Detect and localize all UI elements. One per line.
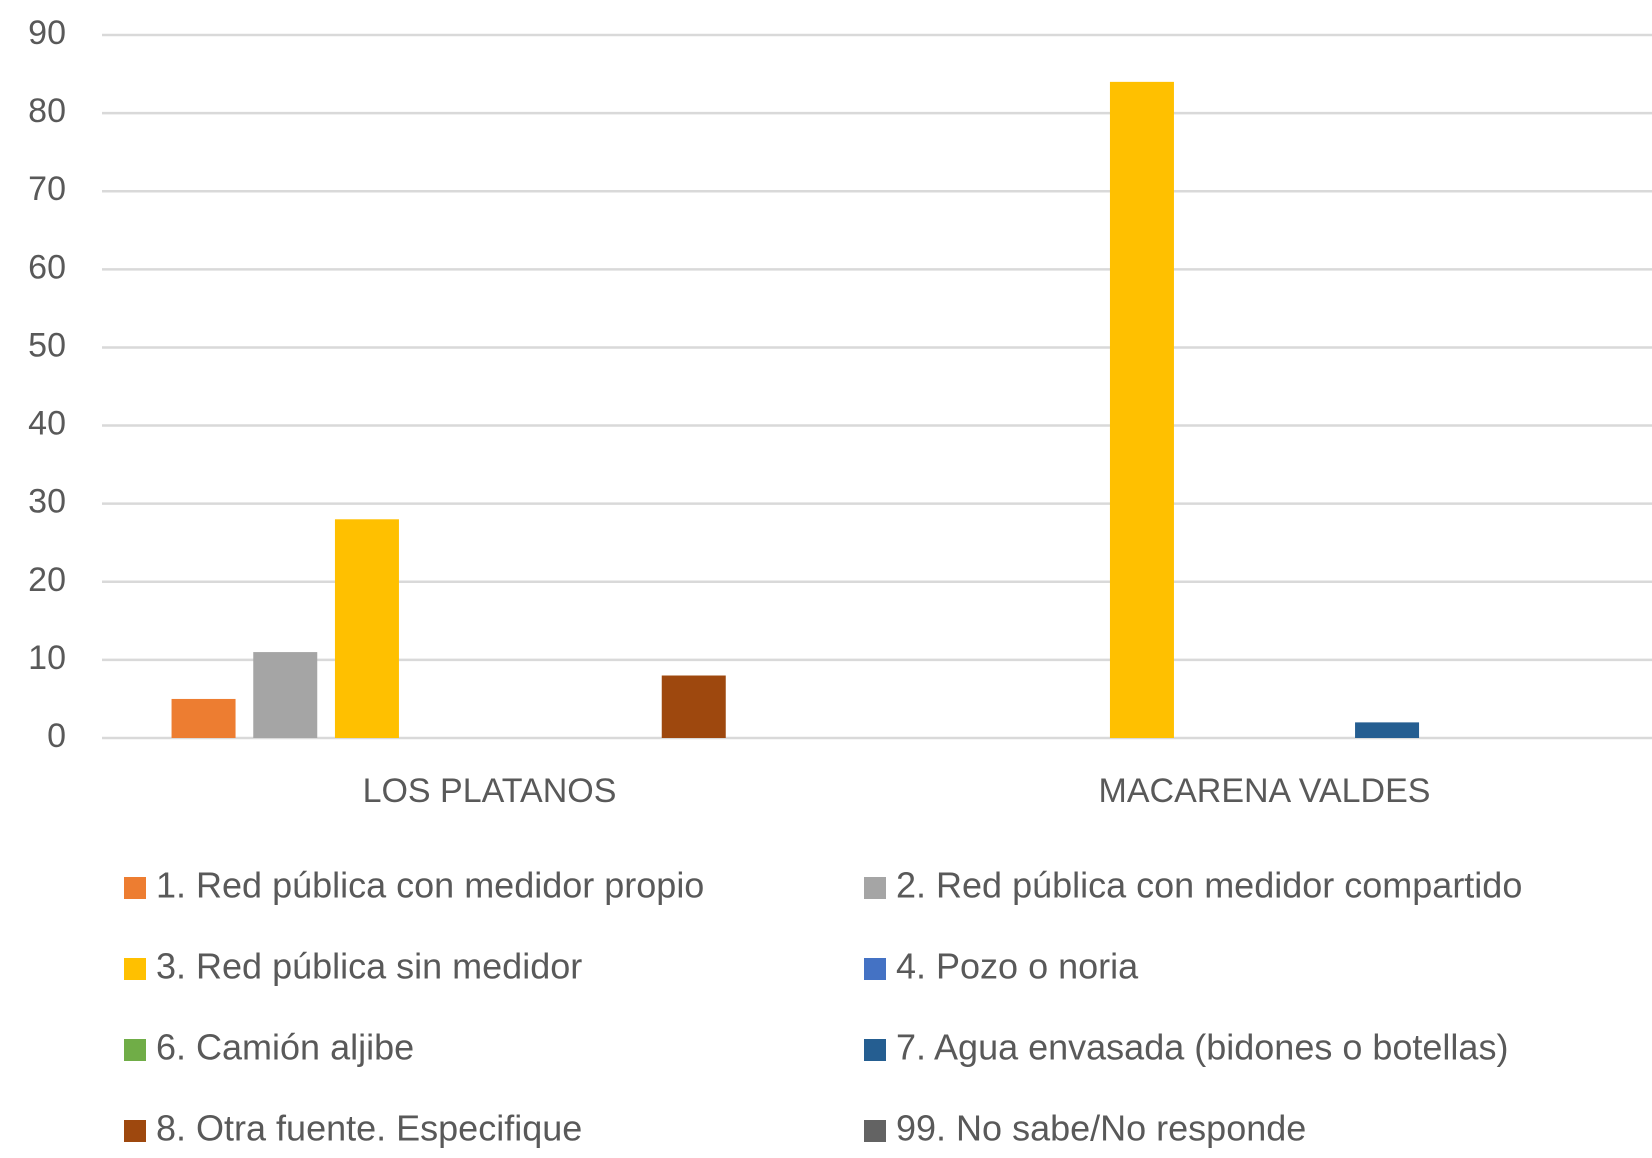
legend-label: 3. Red pública sin medidor xyxy=(156,946,582,987)
legend-label: 4. Pozo o noria xyxy=(896,946,1139,987)
y-tick-label: 80 xyxy=(28,92,66,130)
y-tick-label: 0 xyxy=(47,717,66,755)
legend-swatch xyxy=(864,958,886,980)
legend-swatch xyxy=(124,877,146,899)
legend-swatch xyxy=(864,877,886,899)
legend-swatch xyxy=(864,1039,886,1061)
legend-label: 8. Otra fuente. Especifique xyxy=(156,1108,582,1149)
x-tick-label: LOS PLATANOS xyxy=(363,772,617,810)
legend-swatch xyxy=(124,1120,146,1142)
bar xyxy=(1109,81,1174,738)
legend-swatch xyxy=(124,958,146,980)
bar xyxy=(171,698,236,738)
y-tick-label: 10 xyxy=(28,639,66,677)
legend-label: 7. Agua envasada (bidones o botellas) xyxy=(896,1027,1508,1068)
y-tick-label: 50 xyxy=(28,326,66,364)
bar xyxy=(661,675,726,738)
y-tick-label: 30 xyxy=(28,483,66,521)
y-tick-label: 90 xyxy=(28,14,66,52)
bar xyxy=(334,519,399,738)
legend-swatch xyxy=(864,1120,886,1142)
legend-label: 99. No sabe/No responde xyxy=(896,1108,1306,1149)
legend-swatch xyxy=(124,1039,146,1061)
y-tick-label: 20 xyxy=(28,561,66,599)
legend-label: 1. Red pública con medidor propio xyxy=(156,865,704,906)
legend-label: 2. Red pública con medidor compartido xyxy=(896,865,1522,906)
y-tick-label: 60 xyxy=(28,248,66,286)
legend-label: 6. Camión aljibe xyxy=(156,1027,414,1068)
x-tick-label: MACARENA VALDES xyxy=(1099,772,1431,810)
y-tick-label: 40 xyxy=(28,405,66,443)
bar xyxy=(1355,722,1420,738)
y-tick-label: 70 xyxy=(28,170,66,208)
bar xyxy=(253,652,318,738)
